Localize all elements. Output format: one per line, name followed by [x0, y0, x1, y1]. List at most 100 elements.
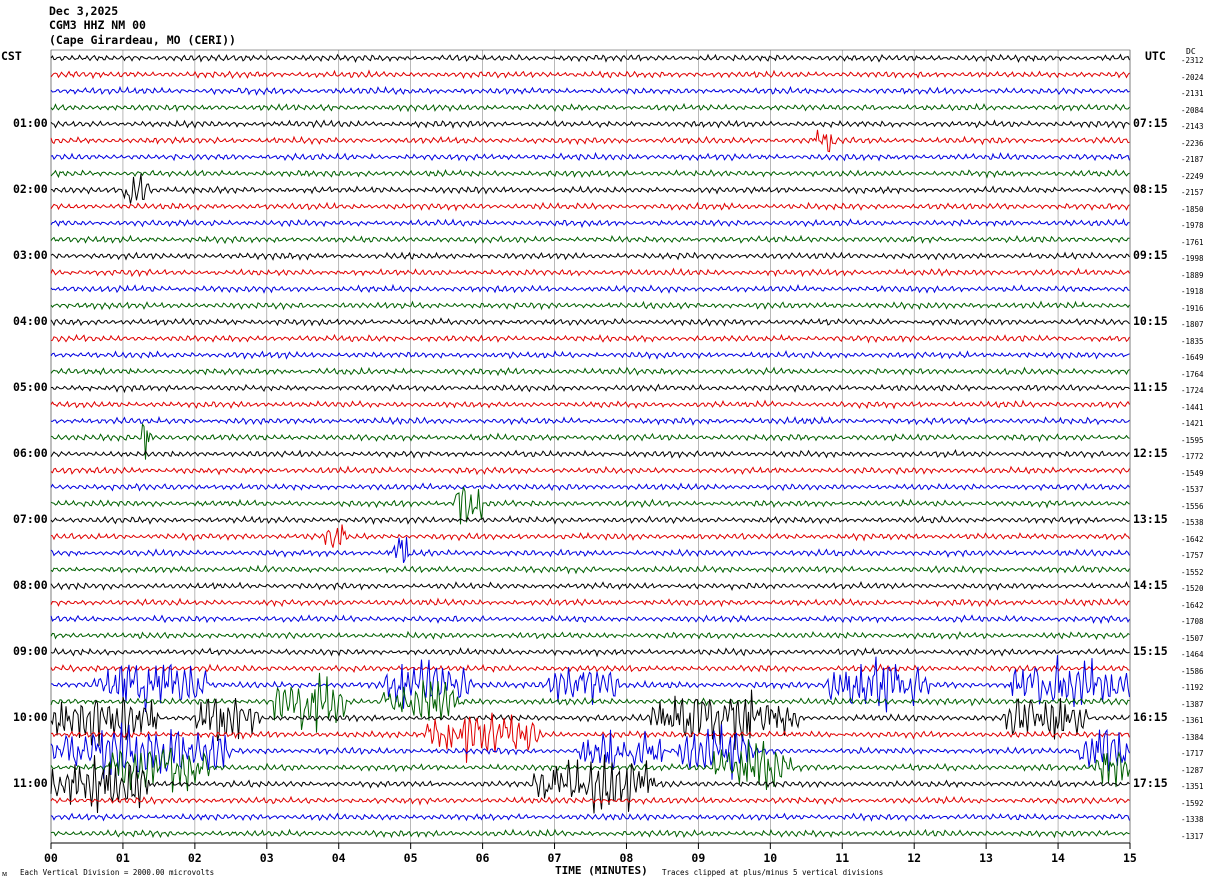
dc-value: -1464 [1181, 650, 1204, 659]
utc-time-label: 16:15 [1133, 710, 1168, 724]
dc-value: -1421 [1181, 419, 1204, 428]
cst-label: CST [1, 49, 22, 63]
x-axis-title: TIME (MINUTES) [555, 864, 648, 877]
dc-value: -2312 [1181, 56, 1204, 65]
dc-value: -1338 [1181, 815, 1204, 824]
trace-row-23 [50, 422, 1130, 460]
trace-row-31 [50, 564, 1130, 575]
dc-value: -2131 [1181, 89, 1204, 98]
trace-row-41 [50, 712, 1130, 763]
x-tick-label: 13 [979, 851, 993, 865]
cst-time-label: 02:00 [13, 182, 48, 196]
dc-value: -1538 [1181, 518, 1204, 527]
station-label: CGM3 HHZ NM 00 [49, 18, 146, 32]
dc-value: -1642 [1181, 600, 1204, 610]
utc-time-label: 10:15 [1133, 314, 1168, 328]
trace-row-18 [50, 350, 1130, 360]
dc-value: -1708 [1181, 617, 1204, 626]
seismic-traces [50, 53, 1130, 839]
x-tick-label: 11 [835, 851, 850, 865]
utc-time-label: 15:15 [1133, 644, 1168, 658]
time-gridlines [50, 49, 1131, 849]
trace-row-44 [50, 754, 1130, 814]
cst-time-label: 09:00 [13, 644, 48, 658]
x-tick-label: 12 [907, 851, 922, 865]
trace-row-5 [50, 129, 1130, 153]
utc-time-label: 11:15 [1133, 380, 1168, 394]
dc-value: -1807 [1181, 320, 1204, 329]
trace-row-19 [50, 366, 1130, 377]
x-tick-label: 09 [691, 851, 706, 865]
trace-row-1 [50, 69, 1130, 80]
cst-time-label: 10:00 [13, 710, 48, 724]
dc-value: -1552 [1181, 567, 1204, 577]
cst-time-label: 11:00 [13, 776, 48, 790]
dc-value: -2249 [1181, 171, 1204, 181]
trace-row-6 [50, 151, 1130, 162]
dc-value: -2187 [1181, 155, 1204, 164]
trace-row-4 [50, 119, 1130, 130]
trace-row-12 [50, 251, 1130, 261]
trace-row-28 [50, 515, 1130, 526]
x-tick-label: 01 [115, 851, 130, 865]
trace-row-25 [50, 465, 1130, 476]
dc-label: DC [1186, 47, 1196, 56]
trace-row-15 [50, 300, 1130, 311]
trace-row-24 [50, 448, 1130, 459]
dc-value: -1592 [1181, 798, 1204, 808]
dc-value: -1441 [1181, 402, 1204, 412]
trace-row-40 [50, 689, 1130, 751]
trace-row-8 [50, 173, 1130, 204]
cst-time-label: 03:00 [13, 248, 48, 262]
cst-time-label: 04:00 [13, 314, 48, 328]
dc-value: -1586 [1181, 666, 1204, 676]
cst-time-label: 05:00 [13, 380, 48, 394]
cst-time-label: 01:00 [13, 116, 48, 130]
dc-value: -2084 [1181, 105, 1204, 115]
x-tick-label: 06 [475, 851, 490, 865]
trace-row-21 [50, 399, 1130, 410]
trace-row-20 [50, 383, 1130, 394]
x-tick-label: 08 [619, 851, 634, 865]
utc-time-label: 08:15 [1133, 182, 1168, 196]
x-tick-label: 07 [547, 851, 562, 865]
dc-value: -1717 [1181, 749, 1204, 758]
cst-time-label: 07:00 [13, 512, 48, 526]
utc-time-label: 13:15 [1133, 512, 1168, 526]
trace-row-46 [50, 812, 1130, 822]
trace-row-32 [50, 580, 1130, 591]
utc-time-label: 07:15 [1133, 116, 1168, 130]
trace-row-22 [50, 415, 1130, 426]
date-label: Dec 3,2025 [49, 4, 119, 18]
dc-value: -2143 [1181, 122, 1204, 131]
dc-value: -1556 [1181, 501, 1204, 511]
cst-time-label: 06:00 [13, 446, 48, 460]
plot-frame [50, 49, 1131, 844]
dc-value: -1549 [1181, 468, 1204, 478]
dc-value: -1537 [1181, 485, 1204, 494]
dc-value: -1916 [1181, 303, 1204, 313]
dc-value: -1764 [1181, 369, 1204, 379]
trace-row-26 [50, 482, 1130, 492]
utc-time-label: 17:15 [1133, 776, 1168, 790]
cst-time-label: 08:00 [13, 578, 48, 592]
dc-value: -1889 [1181, 270, 1204, 280]
trace-row-11 [50, 234, 1130, 245]
trace-row-45 [50, 795, 1130, 806]
x-tick-label: 14 [1051, 851, 1065, 865]
dc-value: -1507 [1181, 633, 1204, 643]
x-tick-label: 05 [403, 851, 418, 865]
dc-value: -1998 [1181, 254, 1204, 263]
trace-row-33 [50, 597, 1130, 608]
trace-row-47 [50, 828, 1130, 839]
trace-row-14 [50, 283, 1130, 294]
dc-value: -1757 [1181, 551, 1204, 560]
dc-value: -1287 [1181, 765, 1204, 775]
dc-value: -1384 [1181, 732, 1204, 742]
trace-row-36 [50, 646, 1130, 658]
dc-value: -1724 [1181, 386, 1204, 395]
dc-value: -1595 [1181, 435, 1204, 445]
utc-time-label: 09:15 [1133, 248, 1168, 262]
dc-value: -1351 [1181, 782, 1204, 791]
x-tick-label: 02 [187, 851, 202, 865]
